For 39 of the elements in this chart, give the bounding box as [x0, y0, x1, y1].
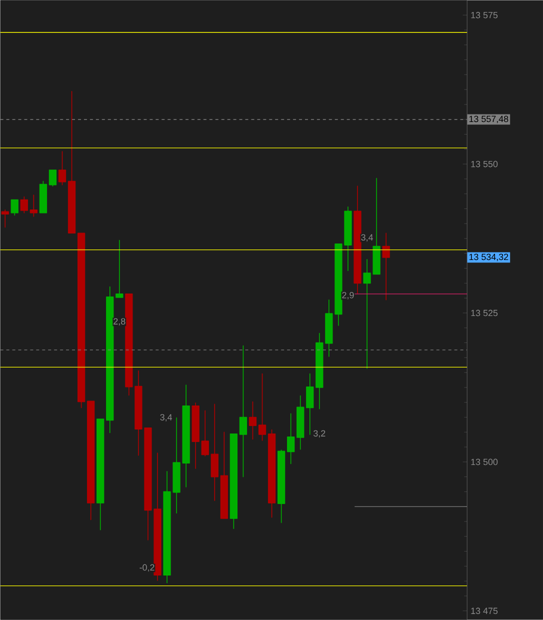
ref-line-label: 13 557,48: [469, 116, 508, 124]
candlestick: [48, 170, 57, 186]
candlestick: [277, 450, 286, 524]
candlestick: [201, 410, 209, 456]
candlestick: [210, 404, 218, 502]
y-tick-label: 13 525: [471, 310, 498, 316]
candlestick: [96, 418, 104, 530]
text: 13 534,32: [469, 254, 508, 262]
candlestick: [296, 395, 304, 450]
candlestick: [230, 434, 238, 530]
candlestick: [306, 373, 314, 435]
annotation: 3,4: [361, 234, 373, 242]
candlestick: [192, 402, 200, 469]
candlestick: [268, 429, 276, 518]
candlestick: [287, 413, 295, 464]
y-tick-label: 13 500: [471, 458, 498, 466]
candlestick: [30, 194, 38, 217]
y-tick-label: 13 550: [471, 160, 498, 168]
candlestick: [106, 286, 114, 434]
annotation: 2,9: [342, 292, 354, 300]
candlestick: [77, 232, 86, 408]
candlestick: [87, 400, 95, 520]
y-tick-label: 13 575: [471, 12, 498, 18]
annotation: -0,2: [140, 564, 154, 572]
annotation: 3,4: [160, 414, 172, 422]
annotation: 3,2: [314, 430, 326, 438]
candlestick: [354, 186, 362, 294]
candlestick: [39, 180, 48, 214]
annotation: 2,8: [114, 318, 126, 326]
y-tick-label: 13 475: [471, 608, 498, 614]
candlestick: [68, 90, 76, 234]
candlestick: [58, 151, 66, 186]
candlestick: [220, 432, 228, 519]
candlestick: [382, 232, 390, 300]
candlestick: [116, 240, 124, 298]
candlestick: [10, 199, 18, 216]
candlestick: [316, 332, 324, 410]
candlestick: [1, 210, 9, 228]
candlestick: [20, 196, 28, 214]
